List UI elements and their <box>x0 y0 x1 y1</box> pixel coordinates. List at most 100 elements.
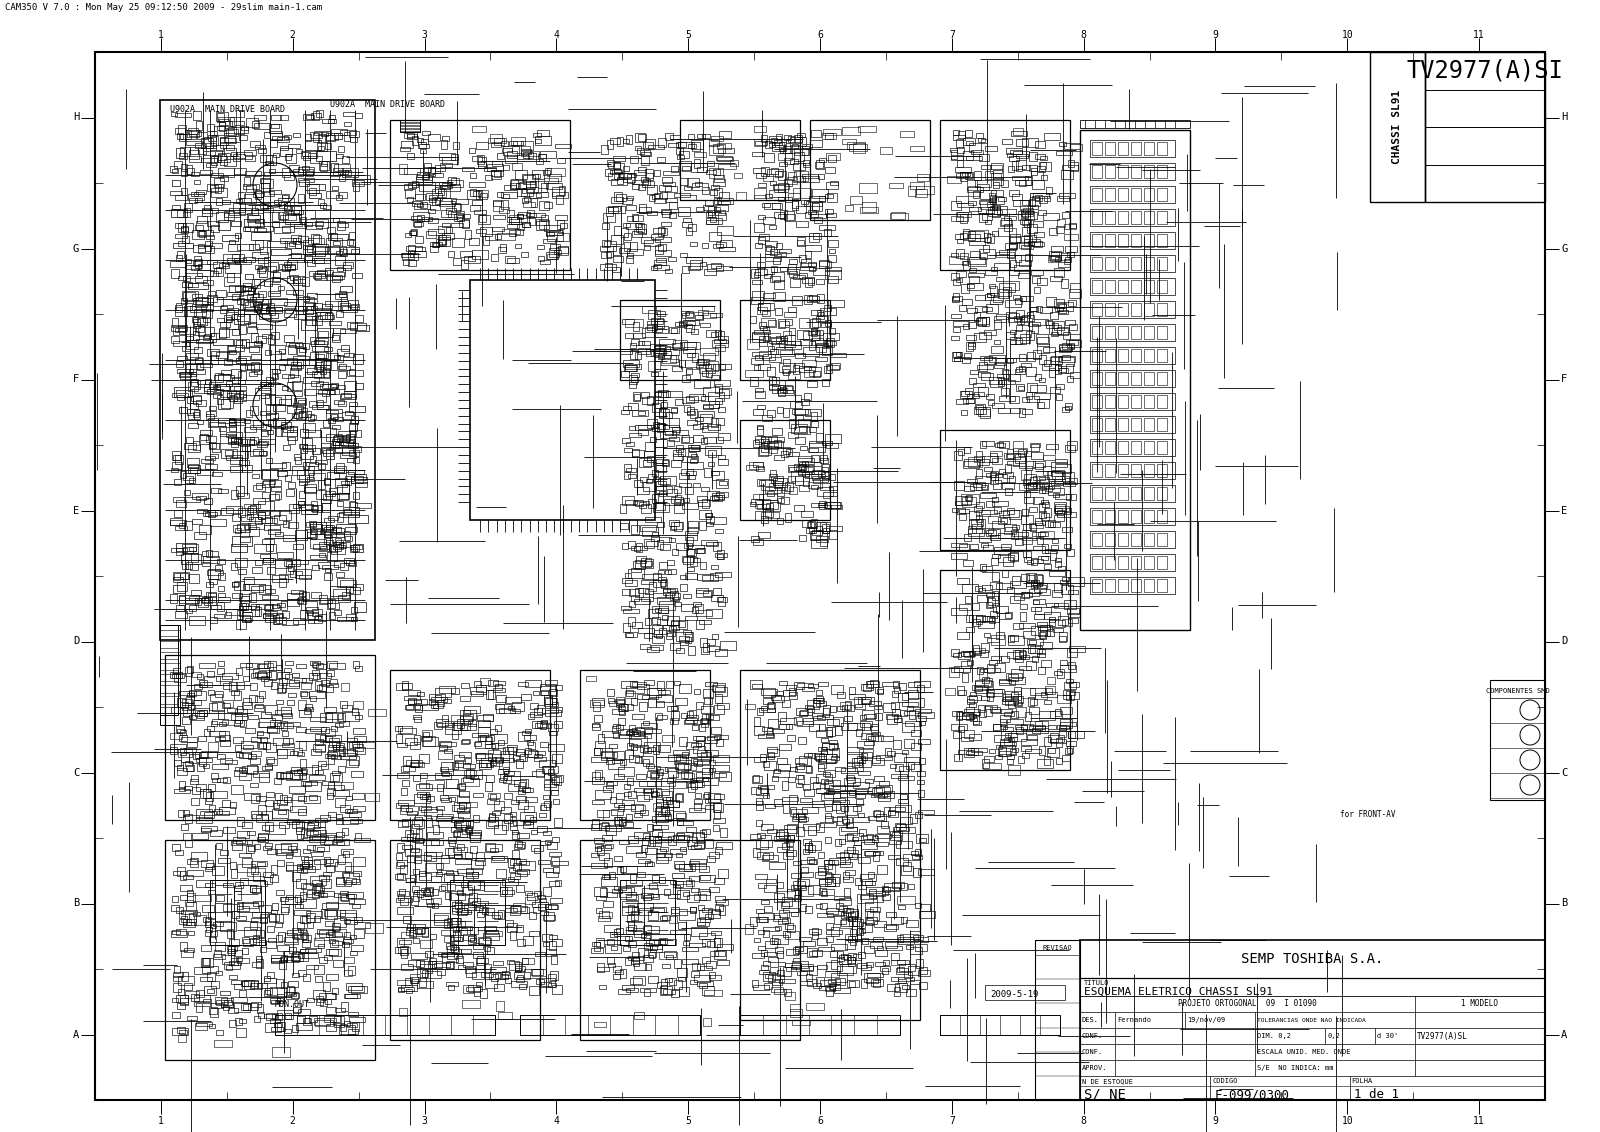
Bar <box>458 812 470 817</box>
Bar <box>432 890 438 895</box>
Bar <box>475 906 483 910</box>
Bar <box>638 588 648 592</box>
Bar <box>693 435 702 441</box>
Bar <box>264 1023 280 1032</box>
Bar <box>685 718 698 723</box>
Bar <box>630 698 637 705</box>
Bar <box>315 977 322 983</box>
Bar <box>787 432 798 438</box>
Bar <box>822 478 829 482</box>
Bar <box>226 761 237 764</box>
Bar <box>246 514 253 518</box>
Bar <box>688 445 701 451</box>
Bar <box>667 778 672 783</box>
Bar <box>819 760 835 763</box>
Bar <box>1010 271 1019 275</box>
Bar <box>648 609 659 618</box>
Bar <box>211 778 219 782</box>
Bar <box>918 838 926 841</box>
Bar <box>782 781 787 790</box>
Bar <box>189 705 195 710</box>
Bar <box>626 691 634 696</box>
Bar <box>819 260 829 266</box>
Bar <box>861 753 867 761</box>
Bar <box>174 526 187 530</box>
Bar <box>501 199 507 208</box>
Bar <box>398 987 414 992</box>
Bar <box>990 346 1003 353</box>
Bar <box>192 788 200 795</box>
Bar <box>792 808 808 814</box>
Bar <box>437 806 445 811</box>
Bar <box>816 316 827 320</box>
Bar <box>634 747 643 756</box>
Bar <box>472 952 483 959</box>
Bar <box>616 724 622 730</box>
Bar <box>789 419 795 428</box>
Bar <box>1024 474 1035 483</box>
Bar <box>442 953 458 962</box>
Bar <box>805 245 821 251</box>
Bar <box>1131 349 1141 362</box>
Bar <box>994 341 1000 344</box>
Bar <box>398 164 406 174</box>
Bar <box>621 300 720 380</box>
Bar <box>762 204 770 207</box>
Bar <box>189 912 195 921</box>
Bar <box>226 317 232 321</box>
Bar <box>214 268 221 273</box>
Bar <box>1032 180 1045 189</box>
Bar <box>354 584 363 590</box>
Bar <box>970 511 979 520</box>
Bar <box>274 803 278 807</box>
Bar <box>1058 220 1066 228</box>
Bar <box>296 1023 312 1030</box>
Bar <box>765 952 776 957</box>
Bar <box>824 435 840 444</box>
Bar <box>1091 418 1102 431</box>
Bar <box>442 157 458 164</box>
Bar <box>520 779 528 788</box>
Bar <box>190 779 198 784</box>
Bar <box>592 800 603 805</box>
Bar <box>272 418 285 428</box>
Bar <box>638 349 650 354</box>
Bar <box>678 621 685 627</box>
Bar <box>904 739 915 747</box>
Bar <box>614 816 621 825</box>
Bar <box>1026 712 1030 721</box>
Bar <box>178 125 186 134</box>
Bar <box>1030 558 1037 565</box>
Bar <box>1157 578 1166 592</box>
Bar <box>430 876 442 882</box>
Bar <box>437 235 450 240</box>
Bar <box>1024 235 1035 242</box>
Bar <box>826 962 842 971</box>
Bar <box>491 170 502 177</box>
Bar <box>534 709 542 715</box>
Bar <box>214 185 221 194</box>
Bar <box>416 960 424 968</box>
Bar <box>315 221 323 226</box>
Bar <box>950 215 963 221</box>
Bar <box>832 801 840 811</box>
Bar <box>784 931 798 938</box>
Bar <box>269 671 277 680</box>
Bar <box>326 901 339 908</box>
Bar <box>1032 444 1040 451</box>
Bar <box>1003 472 1013 478</box>
Bar <box>789 465 805 472</box>
Bar <box>192 701 200 705</box>
Bar <box>680 848 686 851</box>
Bar <box>1091 165 1102 178</box>
Bar <box>802 146 810 155</box>
Bar <box>693 558 699 561</box>
Bar <box>659 351 670 358</box>
Bar <box>1010 635 1018 641</box>
Bar <box>237 831 250 838</box>
Bar <box>400 949 406 958</box>
Bar <box>755 439 763 445</box>
Bar <box>229 419 235 426</box>
Bar <box>181 824 189 830</box>
Bar <box>627 205 637 211</box>
